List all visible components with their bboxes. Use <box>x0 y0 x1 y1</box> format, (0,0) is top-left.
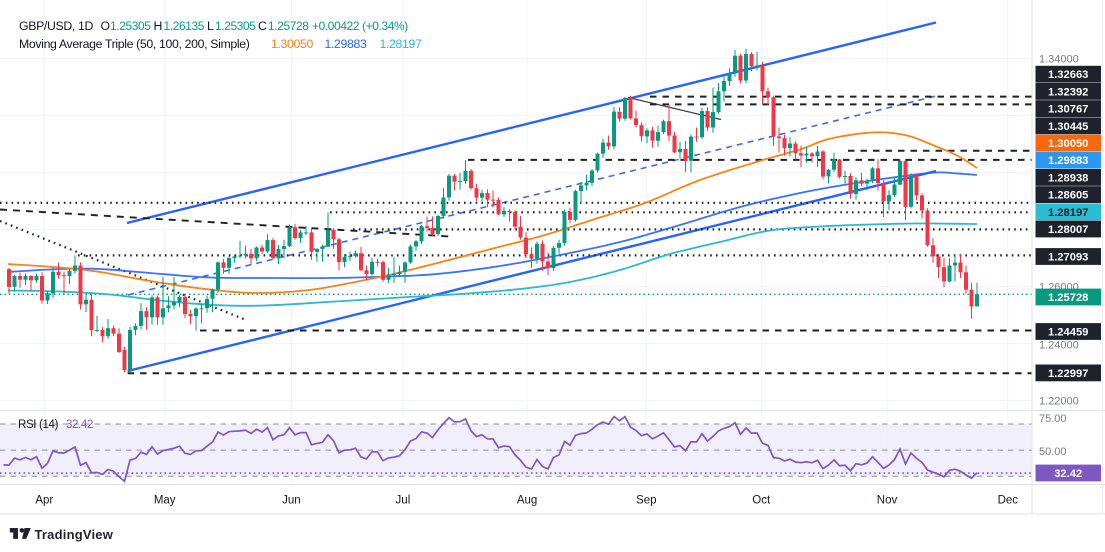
svg-text:1.24000: 1.24000 <box>1039 340 1079 352</box>
svg-text:C: C <box>258 19 267 33</box>
svg-text:1.32392: 1.32392 <box>1048 86 1088 98</box>
svg-text:32.42: 32.42 <box>1054 468 1082 480</box>
svg-text:1.27093: 1.27093 <box>1048 252 1088 264</box>
svg-text:RSI: RSI <box>18 419 36 431</box>
svg-text:75.00: 75.00 <box>1039 413 1067 425</box>
svg-text:Apr: Apr <box>35 495 53 507</box>
svg-text:1.26135: 1.26135 <box>164 19 205 33</box>
svg-text:1.30050: 1.30050 <box>1048 138 1088 150</box>
svg-text:1.28197: 1.28197 <box>380 37 423 51</box>
svg-text:1.28605: 1.28605 <box>1048 190 1088 202</box>
svg-text:O: O <box>101 19 110 33</box>
svg-text:1.25305: 1.25305 <box>215 19 256 33</box>
svg-text:(14): (14) <box>39 419 59 431</box>
svg-text:+0.00422 (+0.34%): +0.00422 (+0.34%) <box>312 19 408 33</box>
svg-text:Nov: Nov <box>877 495 898 507</box>
svg-text:1.25305: 1.25305 <box>110 19 151 33</box>
svg-text:1.28007: 1.28007 <box>1048 224 1088 236</box>
svg-text:1.32663: 1.32663 <box>1048 69 1088 81</box>
svg-text:Jul: Jul <box>396 495 411 507</box>
svg-text:50.00: 50.00 <box>1039 446 1067 458</box>
svg-text:GBP/USD, 1D: GBP/USD, 1D <box>19 19 94 33</box>
svg-text:1.22997: 1.22997 <box>1048 368 1088 380</box>
svg-text:H: H <box>154 19 163 33</box>
svg-text:Sep: Sep <box>636 495 656 507</box>
svg-text:1.29883: 1.29883 <box>325 37 368 51</box>
svg-text:1.25728: 1.25728 <box>1048 292 1088 304</box>
svg-text:1.30767: 1.30767 <box>1048 104 1088 116</box>
svg-text:1.34000: 1.34000 <box>1039 54 1079 66</box>
svg-text:TradingView: TradingView <box>35 527 114 542</box>
svg-text:1.28938: 1.28938 <box>1048 172 1088 184</box>
svg-text:L: L <box>207 19 214 33</box>
svg-text:1.28197: 1.28197 <box>1048 207 1088 219</box>
svg-text:Moving Average Triple (50, 100: Moving Average Triple (50, 100, 200, Sim… <box>19 37 250 51</box>
svg-text:1.24459: 1.24459 <box>1048 327 1088 339</box>
svg-text:1.29883: 1.29883 <box>1048 155 1088 167</box>
svg-text:1.25728: 1.25728 <box>268 19 309 33</box>
svg-text:32.42: 32.42 <box>66 419 93 431</box>
svg-text:1.22000: 1.22000 <box>1039 396 1079 408</box>
svg-text:Jun: Jun <box>282 495 301 507</box>
svg-text:May: May <box>154 495 176 507</box>
svg-text:Dec: Dec <box>998 495 1019 507</box>
svg-text:1.30050: 1.30050 <box>271 37 314 51</box>
svg-text:Aug: Aug <box>517 495 537 507</box>
svg-text:Oct: Oct <box>752 495 771 507</box>
svg-text:1.30445: 1.30445 <box>1048 121 1088 133</box>
